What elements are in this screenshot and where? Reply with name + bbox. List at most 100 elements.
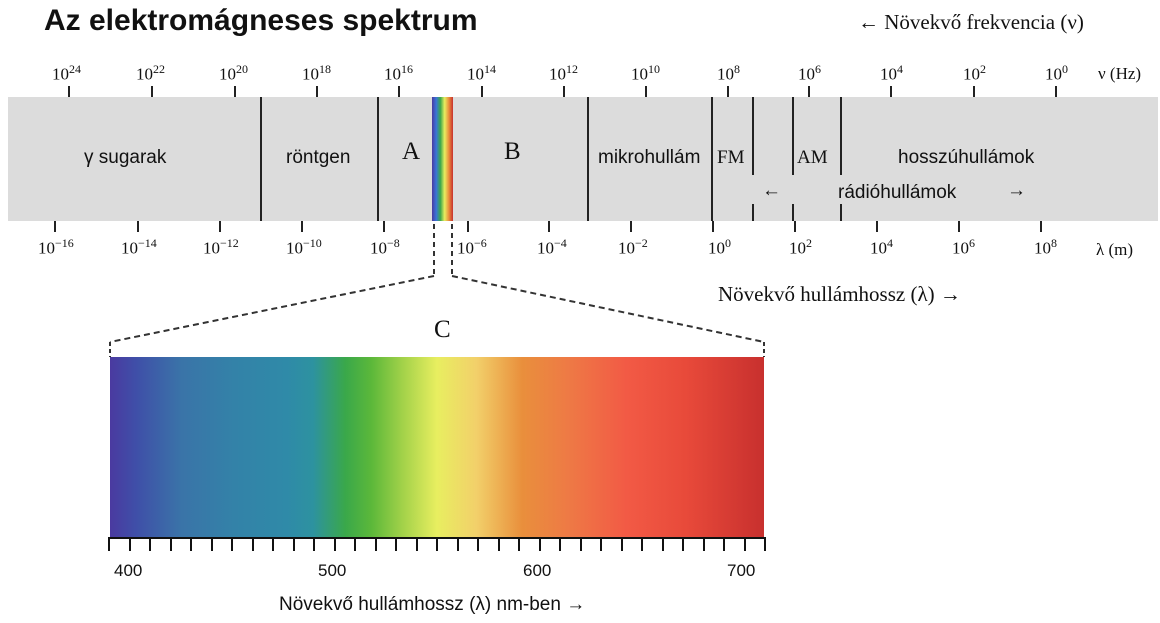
band-label-radio: rádióhullámok: [838, 182, 957, 203]
nm-label: 700: [727, 561, 756, 580]
freq-tick-label: 1012: [549, 62, 578, 84]
spectrum-band-strip: [8, 97, 1158, 221]
wavelength-axis-title: Növekvő hullámhossz (λ) →: [718, 282, 961, 306]
band-label-microwave: mikrohullám: [598, 147, 701, 168]
ruler-tick: [539, 537, 541, 551]
freq-tick-mark: [808, 86, 810, 97]
band-divider: [840, 204, 842, 221]
wl-tick-mark: [958, 221, 960, 232]
frequency-axis-title: ← Növekvő frekvencia (ν): [858, 10, 1084, 34]
ruler-tick: [662, 537, 664, 551]
wl-tick-label: 10−2: [618, 236, 648, 258]
ruler-tick: [129, 537, 131, 551]
letter-b: B: [504, 138, 521, 165]
ruler-tick: [211, 537, 213, 551]
wl-tick-label: 10−12: [203, 236, 239, 258]
ruler-tick: [559, 537, 561, 551]
band-divider: [752, 204, 754, 221]
freq-tick-mark: [151, 86, 153, 97]
wl-tick-mark: [876, 221, 878, 232]
wl-tick-label: 10−14: [121, 236, 157, 258]
freq-axis-unit: ν (Hz): [1098, 64, 1142, 83]
ruler-tick: [231, 537, 233, 551]
wl-tick-mark: [467, 221, 469, 232]
wl-tick-mark: [630, 221, 632, 232]
wl-axis-unit: λ (m): [1096, 240, 1134, 259]
ruler-tick: [293, 537, 295, 551]
wl-tick-label: 102: [789, 236, 812, 258]
diagram-title: Az elektromágneses spektrum: [44, 4, 478, 37]
ruler-tick: [375, 537, 377, 551]
nm-scale-ruler: [108, 537, 766, 551]
ruler-tick: [477, 537, 479, 551]
ruler-tick: [252, 537, 254, 551]
ruler-tick: [518, 537, 520, 551]
nm-label: 400: [114, 561, 143, 580]
letter-c: C: [434, 316, 451, 343]
ruler-tick: [149, 537, 151, 551]
visible-light-band: [432, 97, 453, 221]
wl-tick-mark: [383, 221, 385, 232]
band-divider: [711, 97, 713, 221]
ruler-tick: [744, 537, 746, 551]
ruler-tick: [354, 537, 356, 551]
ruler-tick: [313, 537, 315, 551]
ruler-tick: [600, 537, 602, 551]
freq-tick-mark: [316, 86, 318, 97]
wl-tick-mark: [219, 221, 221, 232]
ruler-tick: [580, 537, 582, 551]
band-divider: [260, 97, 262, 221]
band-divider: [587, 97, 589, 221]
freq-tick-mark: [481, 86, 483, 97]
band-divider: [377, 97, 379, 221]
ruler-tick: [416, 537, 418, 551]
ruler-tick: [764, 537, 766, 551]
nm-axis-title: Növekvő hullámhossz (λ) nm-ben →: [279, 594, 586, 615]
zoom-line-left-diagonal: [109, 275, 435, 343]
band-divider: [752, 97, 754, 175]
freq-tick-label: 106: [798, 62, 821, 84]
wl-tick-mark: [301, 221, 303, 232]
zoom-line-right-diagonal: [451, 275, 765, 343]
freq-tick-mark: [398, 86, 400, 97]
ruler-tick: [272, 537, 274, 551]
wl-tick-label: 104: [870, 236, 893, 258]
ruler-tick: [395, 537, 397, 551]
wl-tick-label: 100: [708, 236, 731, 258]
band-divider: [792, 97, 794, 175]
wl-tick-mark: [548, 221, 550, 232]
band-divider: [840, 97, 842, 175]
wl-tick-label: 10−16: [38, 236, 74, 258]
freq-tick-label: 108: [717, 62, 740, 84]
freq-tick-label: 1018: [302, 62, 331, 84]
freq-tick-mark: [1055, 86, 1057, 97]
band-label-gamma: γ sugarak: [84, 147, 167, 168]
ruler-tick: [190, 537, 192, 551]
wl-tick-label: 10−4: [537, 236, 567, 258]
band-divider: [792, 204, 794, 221]
wl-tick-label: 10−6: [457, 236, 487, 258]
freq-tick-mark: [234, 86, 236, 97]
freq-tick-label: 1022: [136, 62, 165, 84]
freq-tick-label: 1016: [384, 62, 413, 84]
ruler-tick: [723, 537, 725, 551]
freq-tick-mark: [973, 86, 975, 97]
ruler-tick: [498, 537, 500, 551]
freq-tick-mark: [68, 86, 70, 97]
nm-label: 600: [523, 561, 552, 580]
freq-tick-mark: [890, 86, 892, 97]
ruler-tick: [108, 537, 110, 551]
freq-tick-label: 1010: [631, 62, 660, 84]
left-arrow-icon: ←: [762, 180, 781, 201]
wl-tick-mark: [1040, 221, 1042, 232]
freq-tick-label: 1024: [52, 62, 81, 84]
band-label-longwave: hosszúhullámok: [898, 147, 1035, 168]
freq-tick-mark: [727, 86, 729, 97]
wl-tick-label: 10−10: [286, 236, 322, 258]
band-label-fm: FM: [717, 147, 745, 168]
freq-tick-mark: [645, 86, 647, 97]
ruler-tick: [641, 537, 643, 551]
wl-tick-mark: [794, 221, 796, 232]
ruler-tick: [703, 537, 705, 551]
ruler-tick: [682, 537, 684, 551]
